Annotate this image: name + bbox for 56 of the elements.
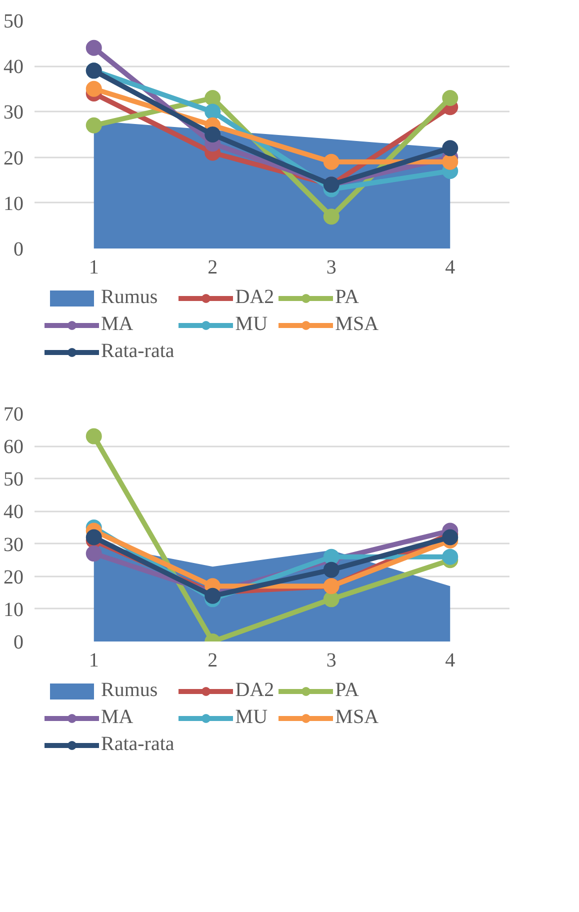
legend-label: MSA <box>335 313 379 336</box>
point <box>323 548 340 565</box>
y-tick-label: 30 <box>4 534 24 556</box>
legend-label: Rata-rata <box>101 733 174 756</box>
point <box>323 591 340 608</box>
point <box>442 154 458 170</box>
x-tick-label: 1 <box>88 256 99 278</box>
legend-label: PA <box>335 679 359 702</box>
y-tick-label: 10 <box>4 192 24 215</box>
point <box>204 104 221 120</box>
point <box>204 588 221 604</box>
point <box>86 428 102 444</box>
point <box>323 208 340 225</box>
y-tick-label: 50 <box>4 10 24 32</box>
x-tick-label: 1 <box>88 650 99 672</box>
y-tick-label: 70 <box>4 404 24 426</box>
legend-label: MSA <box>335 706 379 729</box>
point <box>86 117 102 134</box>
legend-label: Rumus <box>101 286 158 309</box>
point <box>86 546 102 562</box>
point <box>323 154 340 170</box>
point <box>86 529 102 546</box>
y-tick-label: 0 <box>14 238 24 260</box>
legend-label: DA2 <box>235 679 274 702</box>
legend-label: Rata-rata <box>101 340 174 363</box>
point <box>442 529 458 546</box>
point <box>323 562 340 578</box>
x-tick-label: 2 <box>208 650 218 672</box>
legend-label: PA <box>335 286 359 309</box>
y-tick-label: 60 <box>4 436 24 458</box>
point <box>442 140 458 156</box>
x-tick-label: 3 <box>326 256 336 278</box>
y-tick-label: 20 <box>4 147 24 170</box>
y-tick-label: 40 <box>4 56 24 78</box>
point <box>442 548 458 565</box>
y-tick-label: 20 <box>4 566 24 588</box>
legend-label: MU <box>235 313 268 336</box>
y-tick-label: 50 <box>4 468 24 491</box>
legend-label: MU <box>235 706 268 729</box>
x-tick-label: 4 <box>445 256 456 278</box>
point <box>86 80 102 97</box>
x-tick-label: 2 <box>208 256 218 278</box>
y-tick-label: 30 <box>4 102 24 124</box>
x-tick-label: 4 <box>445 650 456 672</box>
point <box>86 40 102 56</box>
point <box>442 90 458 106</box>
y-tick-label: 10 <box>4 598 24 621</box>
legend-label: MA <box>101 313 134 336</box>
point <box>204 126 221 142</box>
legend-label: MA <box>101 706 134 729</box>
legend-label: Rumus <box>101 679 158 702</box>
x-tick-label: 3 <box>326 650 336 672</box>
y-tick-label: 0 <box>14 632 24 654</box>
legend-label: DA2 <box>235 286 274 309</box>
point <box>204 90 221 106</box>
y-tick-label: 40 <box>4 501 24 524</box>
